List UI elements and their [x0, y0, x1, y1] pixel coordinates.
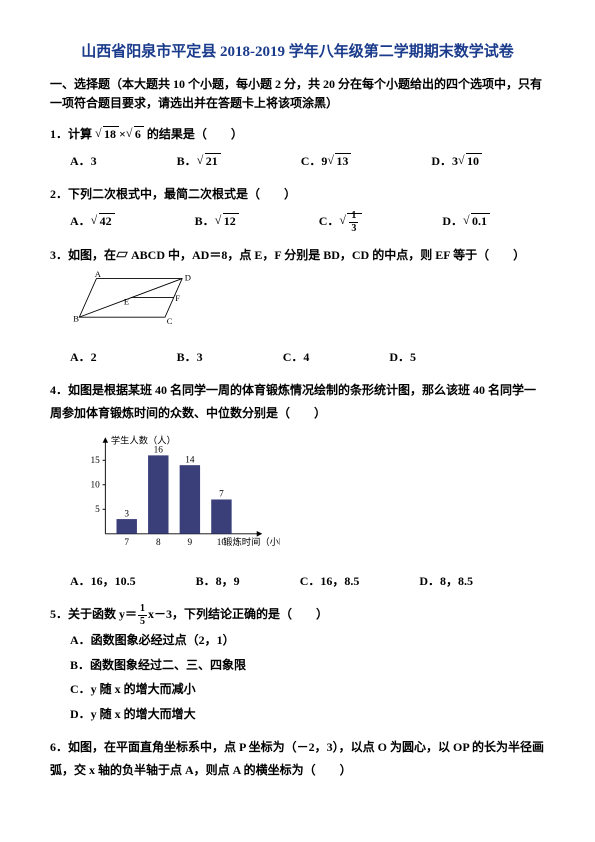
sqrt-icon: 21 [197, 150, 221, 173]
q3-opt-d: D．5 [389, 346, 416, 369]
q1-options: A．3 B． 21 C．9 13 D．3 10 [50, 150, 545, 173]
question-3: 3．如图，在▱ ABCD 中，AD＝8，点 E，F 分别是 BD，CD 的中点，… [50, 244, 545, 369]
page-title: 山西省阳泉市平定县 2018-2019 学年八年级第二学期期末数学试卷 [50, 40, 545, 61]
q4-text: 4．如图是根据某班 40 名同学一周的体育锻炼情况绘制的条形统计图，那么该班 4… [50, 379, 545, 425]
q1-pre: 1．计算 [50, 127, 92, 141]
denominator: 5 [138, 616, 147, 627]
q3-opt-c: C．4 [283, 346, 310, 369]
label: B． [177, 150, 197, 173]
q2-opt-c: C． 13 [319, 210, 363, 234]
fraction: 15 [138, 604, 147, 627]
q3-opt-a: A．2 [70, 346, 97, 369]
q2-opt-b: B． 12 [195, 210, 239, 234]
sqrt-6: 6 [126, 123, 144, 146]
sqrt-18: 18 [95, 123, 119, 146]
question-2: 2．下列二次根式中，最简二次根式是（ ） A． 42 B． 12 C． 13 D． 0.… [50, 183, 545, 234]
q1-tail: 的结果是（ ） [147, 127, 243, 141]
radicand: 13 [335, 153, 351, 168]
svg-text:8: 8 [156, 537, 161, 547]
q1-opt-a: A．3 [70, 150, 97, 173]
label: D． [442, 210, 463, 233]
question-4: 4．如图是根据某班 40 名同学一周的体育锻炼情况绘制的条形统计图，那么该班 4… [50, 379, 545, 593]
radicand: 10 [466, 153, 482, 168]
numerator: 1 [138, 604, 147, 616]
sqrt-icon: 0.1 [463, 210, 490, 233]
sqrt-icon: 42 [91, 210, 115, 233]
parallelogram-figure: A D B C E F [70, 270, 200, 330]
q5-opt-c: C．y 随 x 的增大而减小 [50, 678, 545, 701]
svg-text:7: 7 [124, 537, 129, 547]
label-c: C [167, 316, 173, 326]
svg-text:14: 14 [185, 455, 195, 465]
q1-text: 1．计算 18×6 的结果是（ ） [50, 123, 545, 146]
q1-opt-b: B． 21 [177, 150, 221, 173]
denominator: 3 [349, 223, 358, 234]
fraction: 13 [349, 211, 358, 234]
radicand: 42 [99, 213, 115, 228]
radicand: 12 [223, 213, 239, 228]
svg-text:3: 3 [124, 509, 129, 519]
q5-opt-a: A．函数图象必经过点（2，1） [50, 629, 545, 652]
q3-options: A．2 B．3 C．4 D．5 [50, 346, 545, 369]
svg-text:10: 10 [91, 480, 101, 490]
radicand: 21 [205, 153, 221, 168]
radicand: 6 [134, 126, 144, 141]
q3-opt-b: B．3 [177, 346, 203, 369]
svg-text:7: 7 [219, 489, 224, 499]
q2-opt-a: A． 42 [70, 210, 115, 234]
svg-text:学生人数（人）: 学生人数（人） [111, 434, 176, 446]
section-heading: 一、选择题（本大题共 10 个小题，每小题 2 分，共 20 分在每个小题给出的… [50, 75, 545, 113]
label: A． [70, 210, 91, 233]
q5-opt-d: D．y 随 x 的增大而增大 [50, 703, 545, 726]
numerator: 1 [349, 211, 358, 223]
label: D．3 [431, 150, 458, 173]
q5-pre: 5．关于函数 y＝ [50, 607, 137, 621]
q6-text: 6．如图，在平面直角坐标系中，点 P 坐标为（－2，3），以点 O 为圆心，以 … [50, 736, 545, 782]
label-e: E [124, 297, 129, 307]
svg-text:锻炼时间（小时）: 锻炼时间（小时） [223, 535, 280, 547]
bar-chart: 5 10 15 学生人数（人） 锻炼时间（小时） 3 7 16 8 14 9 7 10 [70, 427, 280, 557]
label-a: A [95, 270, 102, 279]
svg-text:15: 15 [91, 456, 101, 466]
q4-opt-a: A．16，10.5 [70, 570, 136, 593]
radicand: 13 [347, 213, 362, 228]
radicand: 18 [103, 126, 119, 141]
svg-text:10: 10 [217, 537, 227, 547]
label: C．9 [301, 150, 328, 173]
sqrt-icon: 10 [458, 150, 482, 173]
q4-opt-c: C．16，8.5 [300, 570, 360, 593]
radicand: 0.1 [471, 213, 490, 228]
q1-opt-c: C．9 13 [301, 150, 352, 173]
q1-opt-d: D．3 10 [431, 150, 482, 173]
label: C． [319, 210, 340, 233]
question-6: 6．如图，在平面直角坐标系中，点 P 坐标为（－2，3），以点 O 为圆心，以 … [50, 736, 545, 782]
sqrt-icon: 13 [327, 150, 351, 173]
q5-post: x－3，下列结论正确的是（ ） [148, 607, 328, 621]
q4-options: A．16，10.5 B．8，9 C．16，8.5 D．8，8.5 [50, 570, 545, 593]
svg-text:5: 5 [95, 505, 100, 515]
svg-text:9: 9 [188, 537, 193, 547]
svg-text:16: 16 [154, 445, 164, 455]
label-b: B [73, 314, 79, 324]
q2-opt-d: D． 0.1 [442, 210, 490, 234]
label: B． [195, 210, 215, 233]
q3-text: 3．如图，在▱ ABCD 中，AD＝8，点 E，F 分别是 BD，CD 的中点，… [50, 244, 545, 267]
q2-options: A． 42 B． 12 C． 13 D． 0.1 [50, 210, 545, 234]
sqrt-icon: 13 [339, 210, 362, 234]
q5-text: 5．关于函数 y＝15x－3，下列结论正确的是（ ） [50, 603, 545, 627]
label-f: F [175, 293, 180, 303]
question-5: 5．关于函数 y＝15x－3，下列结论正确的是（ ） A．函数图象必经过点（2，… [50, 603, 545, 726]
sqrt-icon: 12 [215, 210, 239, 233]
label-d: D [185, 273, 191, 283]
q5-opt-b: B．函数图象经过二、三、四象限 [50, 654, 545, 677]
question-1: 1．计算 18×6 的结果是（ ） A．3 B． 21 C．9 13 D．3 10 [50, 123, 545, 173]
q2-text: 2．下列二次根式中，最简二次根式是（ ） [50, 183, 545, 206]
q4-opt-d: D．8，8.5 [419, 570, 473, 593]
q4-opt-b: B．8，9 [196, 570, 240, 593]
